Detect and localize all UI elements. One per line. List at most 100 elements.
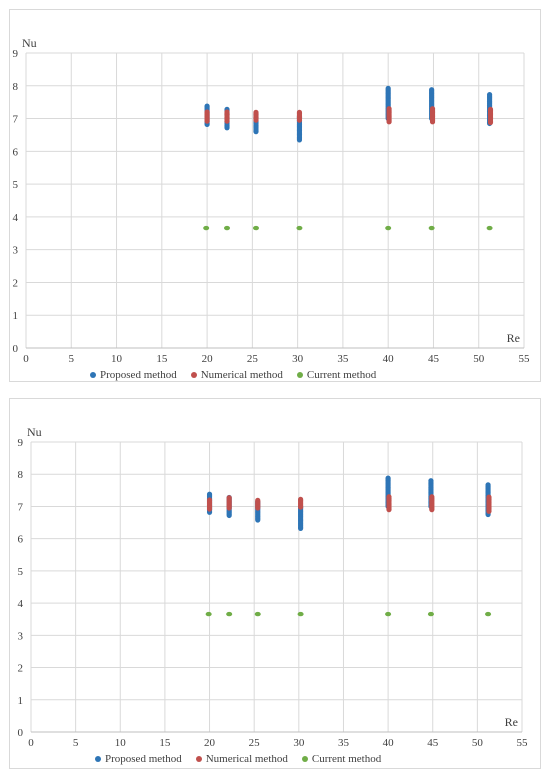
data-point-current bbox=[486, 225, 493, 231]
legend-label-current: Current method bbox=[311, 753, 382, 765]
x-tick-label: 25 bbox=[249, 737, 261, 749]
legend-marker-proposed bbox=[90, 372, 96, 378]
x-tick-label: 55 bbox=[517, 737, 529, 749]
legend-bottom: Proposed method Numerical method Current… bbox=[95, 753, 381, 765]
x-tick-label: 40 bbox=[383, 353, 395, 365]
data-point-proposed bbox=[385, 85, 391, 91]
x-tick-label: 35 bbox=[337, 353, 349, 365]
data-point-numerical bbox=[429, 494, 435, 500]
y-tick-label: 8 bbox=[18, 469, 24, 481]
data-point-numerical bbox=[486, 494, 492, 500]
data-point-numerical bbox=[253, 109, 259, 115]
y-tick-label: 1 bbox=[18, 695, 24, 707]
legend-marker-proposed bbox=[95, 756, 101, 762]
y-tick-label: 4 bbox=[18, 598, 24, 610]
x-tick-label: 45 bbox=[428, 353, 440, 365]
legend-item-numerical: Numerical method bbox=[195, 753, 288, 765]
data-point-current bbox=[385, 225, 392, 231]
x-tick-label: 50 bbox=[473, 353, 485, 365]
x-tick-label: 35 bbox=[338, 737, 350, 749]
data-point-numerical bbox=[298, 496, 304, 502]
legend-top: Proposed method Numerical method Current… bbox=[90, 369, 376, 381]
legend-item-numerical: Numerical method bbox=[190, 369, 283, 381]
x-tick-label: 5 bbox=[69, 353, 75, 365]
data-point-numerical bbox=[487, 106, 494, 112]
legend-marker-current bbox=[301, 756, 308, 762]
data-point-numerical bbox=[206, 497, 213, 503]
x-tick-label: 30 bbox=[292, 353, 304, 365]
x-tick-label: 0 bbox=[23, 353, 29, 365]
data-point-current bbox=[252, 225, 259, 231]
y-tick-label: 0 bbox=[18, 727, 24, 739]
y-tick-label: 8 bbox=[13, 81, 19, 93]
data-point-proposed bbox=[486, 92, 493, 98]
data-point-current bbox=[385, 611, 392, 617]
x-tick-label: 5 bbox=[73, 737, 79, 749]
legend-item-proposed: Proposed method bbox=[90, 369, 177, 381]
data-point-proposed bbox=[204, 103, 210, 109]
data-point-current bbox=[296, 225, 303, 231]
data-point-current bbox=[485, 611, 492, 617]
chart-panel-bottom: 0 5 10 15 20 25 30 35 40 45 50 55 0 1 2 3 4 5 6 7 8 9 Nu Re Pro… bbox=[9, 398, 541, 769]
data-point-numerical bbox=[429, 106, 436, 112]
x-tick-label: 30 bbox=[293, 737, 305, 749]
y-axis-title: Nu bbox=[27, 425, 42, 439]
legend-label-numerical: Numerical method bbox=[205, 753, 288, 765]
data-point-numerical bbox=[226, 495, 232, 501]
y-tick-label: 5 bbox=[18, 566, 24, 578]
legend-label-proposed: Proposed method bbox=[100, 369, 177, 381]
data-point-proposed bbox=[485, 482, 491, 488]
y-tick-label: 0 bbox=[13, 343, 19, 355]
x-tick-label: 40 bbox=[383, 737, 395, 749]
legend-item-current: Current method bbox=[296, 369, 377, 381]
data-point-proposed bbox=[206, 491, 213, 497]
data-point-current bbox=[427, 611, 434, 617]
y-tick-label: 7 bbox=[18, 501, 24, 513]
data-point-proposed bbox=[385, 475, 391, 481]
x-tick-label: 0 bbox=[28, 737, 34, 749]
data-point-proposed bbox=[428, 478, 434, 484]
y-tick-label: 9 bbox=[18, 437, 24, 449]
data-point-current bbox=[224, 225, 231, 231]
chart-panel-top: 0 5 10 15 20 25 30 35 40 45 50 55 0 1 2 3 4 5 6 7 8 9 Nu Re Pro… bbox=[9, 9, 541, 382]
data-point-current bbox=[428, 225, 435, 231]
data-point-numerical bbox=[255, 497, 261, 503]
x-tick-label: 10 bbox=[111, 353, 123, 365]
data-point-numerical bbox=[204, 109, 210, 115]
y-tick-label: 3 bbox=[13, 245, 19, 257]
data-point-current bbox=[254, 611, 261, 617]
y-tick-label: 6 bbox=[13, 146, 19, 158]
y-tick-label: 6 bbox=[18, 534, 24, 546]
y-tick-label: 2 bbox=[18, 663, 24, 675]
y-tick-label: 2 bbox=[13, 277, 19, 289]
legend-marker-numerical bbox=[195, 756, 202, 762]
y-tick-label: 3 bbox=[18, 630, 24, 642]
x-axis-title: Re bbox=[505, 715, 518, 729]
legend-item-proposed: Proposed method bbox=[95, 753, 182, 765]
x-tick-label: 50 bbox=[472, 737, 484, 749]
legend-label-proposed: Proposed method bbox=[105, 753, 182, 765]
x-tick-label: 25 bbox=[247, 353, 259, 365]
x-tick-label: 55 bbox=[519, 353, 531, 365]
legend-marker-current bbox=[296, 372, 303, 378]
data-point-current bbox=[226, 611, 233, 617]
x-tick-label: 45 bbox=[427, 737, 439, 749]
x-tick-label: 15 bbox=[156, 353, 168, 365]
x-tick-label: 20 bbox=[204, 737, 216, 749]
y-axis-title: Nu bbox=[22, 36, 37, 50]
legend-label-numerical: Numerical method bbox=[200, 369, 283, 381]
data-point-proposed bbox=[429, 87, 435, 93]
data-point-numerical bbox=[386, 106, 392, 112]
y-tick-label: 5 bbox=[13, 179, 19, 191]
legend-label-current: Current method bbox=[306, 369, 377, 381]
x-tick-label: 20 bbox=[202, 353, 214, 365]
legend-item-current: Current method bbox=[301, 753, 382, 765]
data-point-numerical bbox=[296, 109, 303, 115]
y-tick-label: 7 bbox=[13, 114, 19, 126]
y-tick-label: 1 bbox=[13, 310, 19, 322]
x-axis-title: Re bbox=[507, 331, 520, 345]
legend-marker-numerical bbox=[190, 372, 197, 378]
y-tick-label: 9 bbox=[13, 48, 19, 60]
